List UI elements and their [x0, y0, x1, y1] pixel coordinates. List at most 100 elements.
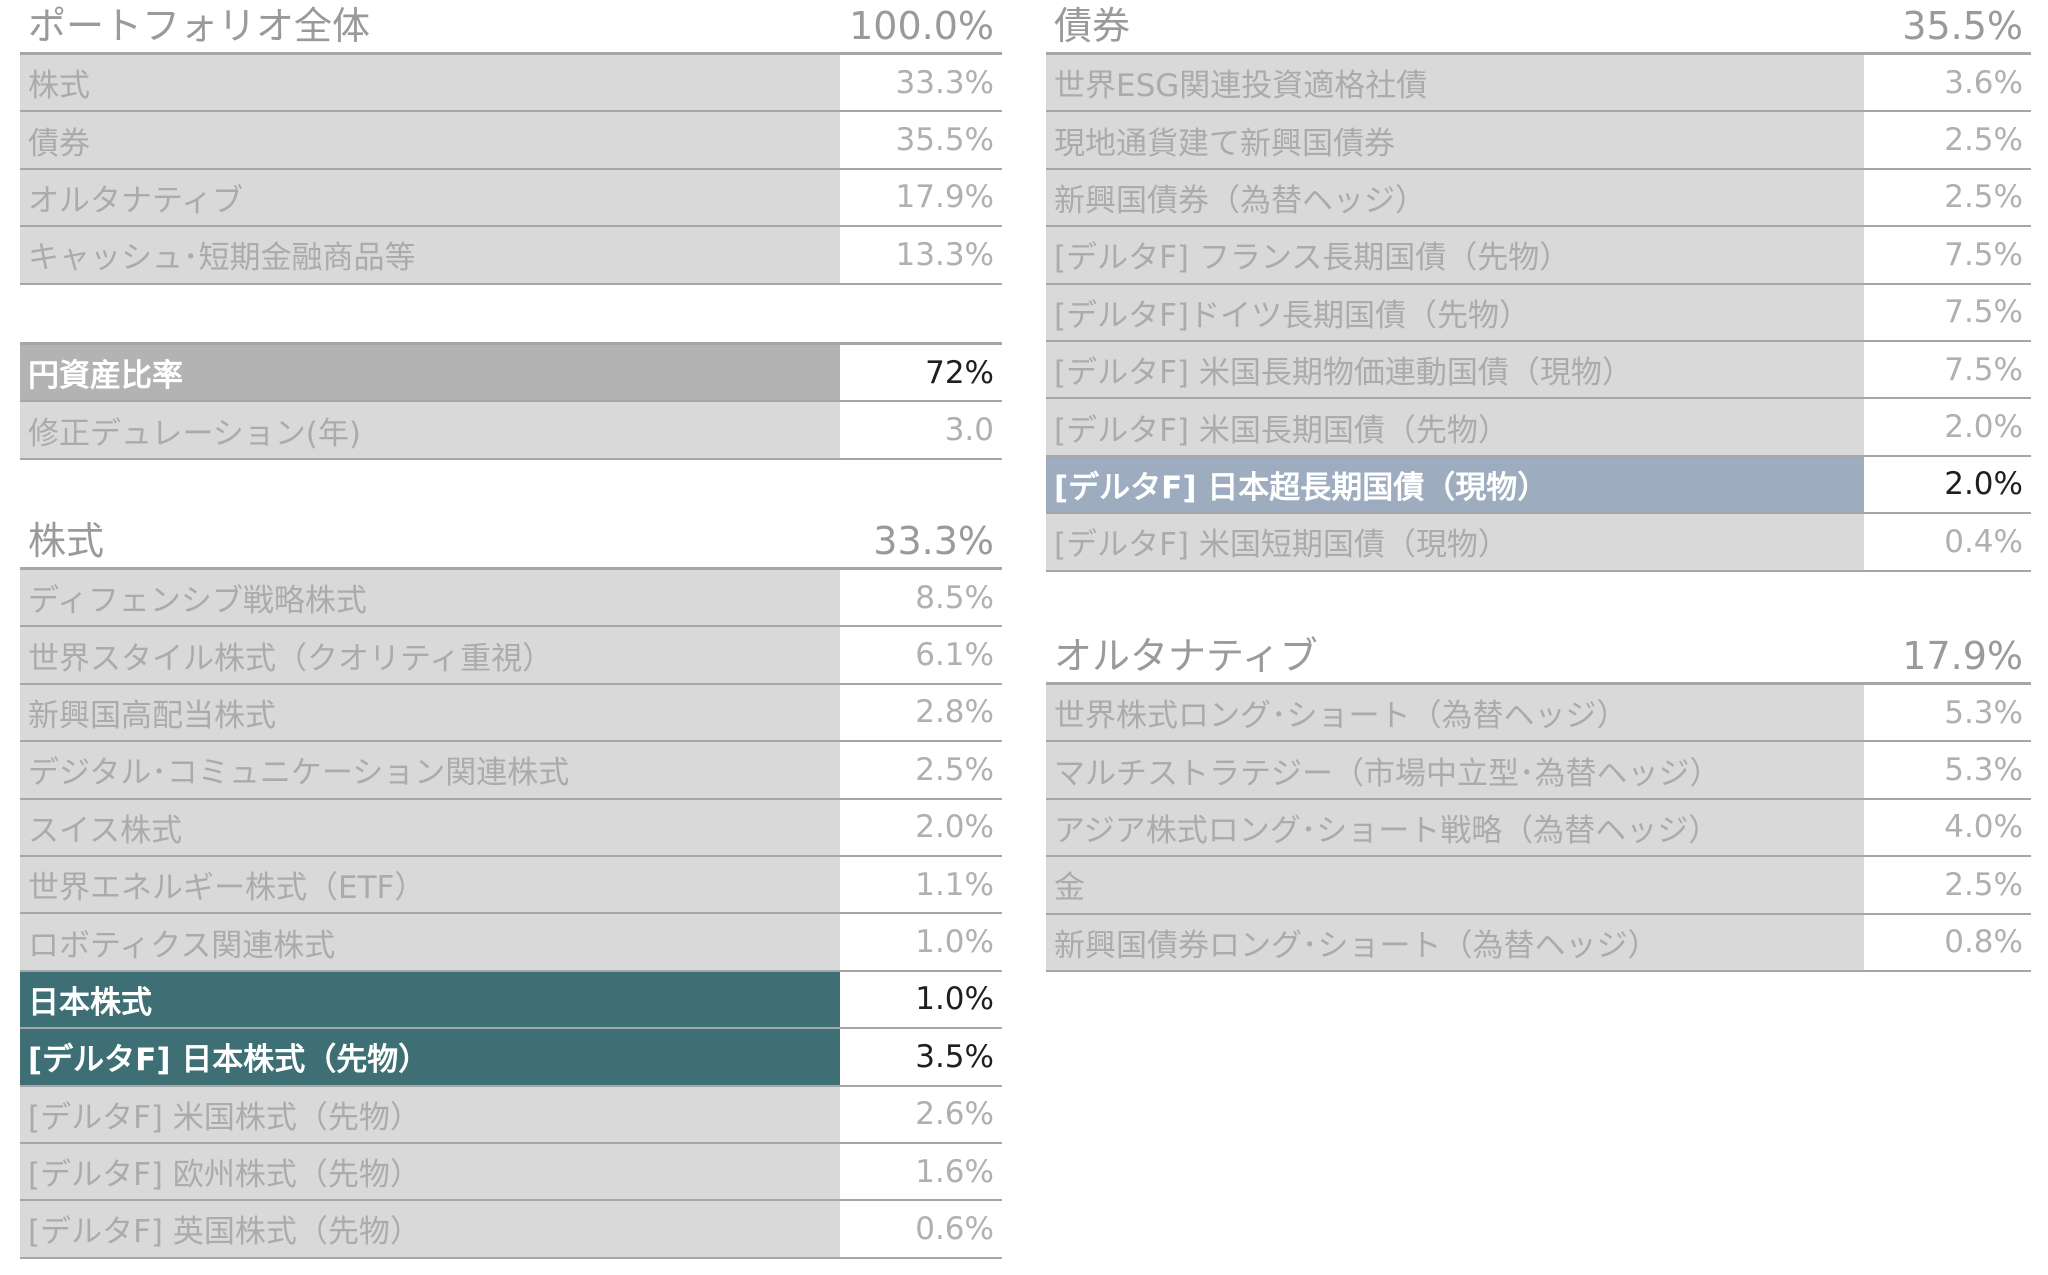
row-value: 1.1%: [844, 856, 1002, 913]
row-label: キャッシュ･短期金融商品等: [20, 227, 844, 283]
allocation-row: [デルタF]ドイツ長期国債（先物） 7.5%: [1046, 284, 2031, 342]
row-label: アジア株式ロング･ショート戦略（為替ヘッジ）: [1046, 799, 1868, 856]
allocation-row: [デルタF] 欧州株式（先物） 1.6%: [20, 1143, 1002, 1202]
row-label: [デルタF] 米国長期国債（先物）: [1046, 399, 1868, 455]
row-value: 5.3%: [1868, 742, 2031, 798]
allocation-row: [デルタF] 米国長期国債（先物） 2.0%: [1046, 399, 2031, 457]
allocation-row: 新興国高配当株式 2.8%: [20, 684, 1002, 743]
row-value: 3.0: [844, 402, 1002, 458]
row-value: 6.1%: [844, 627, 1002, 683]
row-label: [デルタF] 米国長期物価連動国債（現物）: [1046, 341, 1868, 398]
allocation-row: オルタナティブ 17.9%: [20, 169, 1002, 228]
allocation-row: 世界スタイル株式（クオリティ重視） 6.1%: [20, 627, 1002, 685]
allocation-row: [デルタF] フランス長期国債（先物） 7.5%: [1046, 227, 2031, 285]
row-value: 2.8%: [844, 684, 1002, 741]
row-label: ディフェンシブ戦略株式: [20, 570, 844, 626]
row-label: [デルタF] 米国株式（先物）: [20, 1086, 844, 1142]
row-value: 7.5%: [1868, 227, 2031, 283]
row-label: 修正デュレーション(年): [20, 402, 844, 458]
row-label: 世界エネルギー株式（ETF）: [20, 856, 844, 913]
row-label: 金: [1046, 857, 1868, 913]
allocation-row: ディフェンシブ戦略株式 8.5%: [20, 570, 1002, 628]
portfolio-total: 100.0%: [849, 4, 994, 48]
row-value: 3.6%: [1868, 55, 2031, 111]
row-label: 世界スタイル株式（クオリティ重視）: [20, 627, 844, 683]
portfolio-panel: ポートフォリオ全体 100.0% 株式 33.3% 債券 35.5% オルタナティブ…: [20, 0, 1002, 285]
row-value: 8.5%: [844, 570, 1002, 626]
row-value: 4.0%: [1868, 799, 2031, 856]
bonds-header: 債券 35.5%: [1046, 0, 2031, 55]
row-value: 0.4%: [1868, 514, 2031, 570]
yen-asset-ratio-row: 円資産比率 72%: [20, 345, 1002, 403]
allocation-row: 世界エネルギー株式（ETF） 1.1%: [20, 856, 1002, 915]
highlighted-row: [デルタF] 日本株式（先物） 3.5%: [20, 1029, 1002, 1087]
row-label: 円資産比率: [20, 345, 844, 401]
alternatives-panel: オルタナティブ 17.9% 世界株式ロング･ショート（為替ヘッジ） 5.3% マル…: [1046, 630, 2031, 972]
row-value: 2.5%: [1868, 857, 2031, 913]
bonds-title: 債券: [1054, 4, 1131, 48]
allocation-row: アジア株式ロング･ショート戦略（為替ヘッジ） 4.0%: [1046, 799, 2031, 858]
allocation-row: スイス株式 2.0%: [20, 799, 1002, 857]
row-label: [デルタF] 日本株式（先物）: [20, 1029, 844, 1085]
allocation-row: 現地通貨建て新興国債券 2.5%: [1046, 112, 2031, 170]
allocation-row: キャッシュ･短期金融商品等 13.3%: [20, 227, 1002, 285]
row-label: マルチストラテジー（市場中立型･為替ヘッジ）: [1046, 742, 1868, 798]
row-label: ロボティクス関連株式: [20, 914, 844, 970]
row-value: 2.6%: [844, 1086, 1002, 1142]
highlighted-row: 日本株式 1.0%: [20, 971, 1002, 1030]
allocation-row: 新興国債券（為替ヘッジ） 2.5%: [1046, 169, 2031, 228]
allocation-row: 新興国債券ロング･ショート（為替ヘッジ） 0.8%: [1046, 914, 2031, 972]
row-value: 2.0%: [844, 799, 1002, 855]
row-value: 17.9%: [844, 169, 1002, 226]
row-label: 日本株式: [20, 971, 844, 1028]
row-value: 0.6%: [844, 1201, 1002, 1257]
row-label: オルタナティブ: [20, 169, 844, 226]
row-label: [デルタF] 欧州株式（先物）: [20, 1143, 844, 1200]
allocation-row: デジタル･コミュニケーション関連株式 2.5%: [20, 742, 1002, 800]
allocation-row: 債券 35.5%: [20, 112, 1002, 170]
row-label: デジタル･コミュニケーション関連株式: [20, 742, 844, 798]
allocation-row: [デルタF] 英国株式（先物） 0.6%: [20, 1201, 1002, 1259]
stocks-title: 株式: [28, 519, 105, 563]
row-value: 7.5%: [1868, 284, 2031, 340]
bonds-total: 35.5%: [1902, 4, 2023, 48]
stocks-total: 33.3%: [873, 519, 994, 563]
yen-ratio-box: 円資産比率 72% 修正デュレーション(年) 3.0: [20, 342, 1002, 460]
row-value: 2.5%: [1868, 169, 2031, 226]
row-value: 7.5%: [1868, 341, 2031, 398]
stocks-panel: 株式 33.3% ディフェンシブ戦略株式 8.5% 世界スタイル株式（クオリティ重…: [20, 515, 1002, 1259]
row-label: 新興国高配当株式: [20, 684, 844, 741]
row-value: 0.8%: [1868, 914, 2031, 970]
row-value: 1.0%: [844, 914, 1002, 970]
duration-row: 修正デュレーション(年) 3.0: [20, 402, 1002, 460]
allocation-row: [デルタF] 米国株式（先物） 2.6%: [20, 1086, 1002, 1144]
portfolio-header: ポートフォリオ全体 100.0%: [20, 0, 1002, 55]
row-label: [デルタF] 日本超長期国債（現物）: [1046, 456, 1868, 513]
row-label: スイス株式: [20, 799, 844, 855]
row-label: 現地通貨建て新興国債券: [1046, 112, 1868, 168]
row-value: 3.5%: [844, 1029, 1002, 1085]
highlighted-row: [デルタF] 日本超長期国債（現物） 2.0%: [1046, 456, 2031, 515]
allocation-row: 株式 33.3%: [20, 55, 1002, 113]
stocks-header: 株式 33.3%: [20, 515, 1002, 570]
row-value: 35.5%: [844, 112, 1002, 168]
row-label: 債券: [20, 112, 844, 168]
row-value: 1.0%: [844, 971, 1002, 1028]
allocation-row: [デルタF] 米国短期国債（現物） 0.4%: [1046, 514, 2031, 572]
row-value: 33.3%: [844, 55, 1002, 111]
allocation-row: 世界株式ロング･ショート（為替ヘッジ） 5.3%: [1046, 685, 2031, 743]
row-value: 2.5%: [844, 742, 1002, 798]
row-label: [デルタF] 米国短期国債（現物）: [1046, 514, 1868, 570]
row-label: 株式: [20, 55, 844, 111]
row-value: 2.0%: [1868, 456, 2031, 513]
alternatives-title: オルタナティブ: [1054, 634, 1318, 678]
row-value: 1.6%: [844, 1143, 1002, 1200]
row-value: 2.5%: [1868, 112, 2031, 168]
allocation-row: マルチストラテジー（市場中立型･為替ヘッジ） 5.3%: [1046, 742, 2031, 800]
allocation-row: [デルタF] 米国長期物価連動国債（現物） 7.5%: [1046, 341, 2031, 400]
alternatives-total: 17.9%: [1902, 634, 2023, 678]
alternatives-header: オルタナティブ 17.9%: [1046, 630, 2031, 685]
row-value: 5.3%: [1868, 685, 2031, 741]
allocation-row: 世界ESG関連投資適格社債 3.6%: [1046, 55, 2031, 113]
row-label: 世界株式ロング･ショート（為替ヘッジ）: [1046, 685, 1868, 741]
